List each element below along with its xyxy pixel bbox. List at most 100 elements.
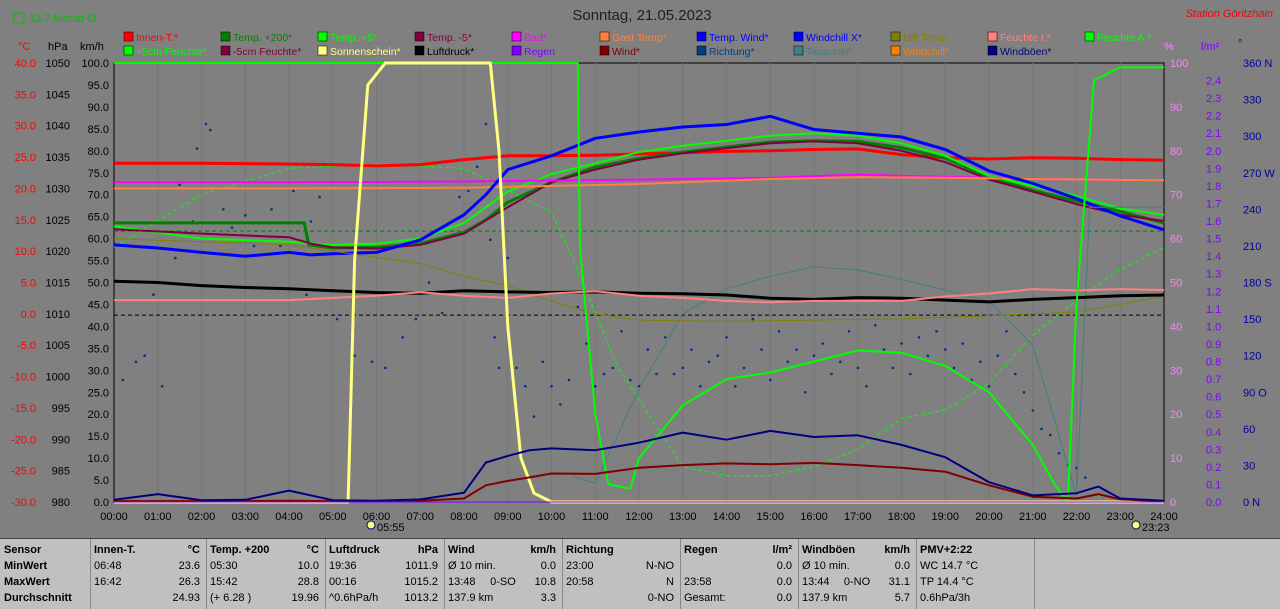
direction-point xyxy=(121,378,125,382)
x-tick-label: 21:00 xyxy=(1019,511,1047,523)
stats-cell-extra: 0-SO xyxy=(490,576,516,588)
direction-point xyxy=(1005,330,1008,333)
x-tick-label: 01:00 xyxy=(144,511,172,523)
direction-point xyxy=(961,342,964,345)
rain-tick-label: 1.3 xyxy=(1206,269,1221,281)
humidity-tick-label: 40 xyxy=(1170,321,1182,333)
humidity-tick-label: 100 xyxy=(1170,58,1188,70)
stats-cell-label: 137.9 km xyxy=(448,592,494,604)
stats-column: Wind km/h Ø 10 min. 0.0 13:48 0-SO 10.8 137.9 k… xyxy=(444,539,563,609)
stats-cell-label: 20:58 xyxy=(566,576,594,588)
direction-point xyxy=(1022,391,1026,394)
direction-point xyxy=(1057,451,1061,455)
stats-cell-label: 05:30 xyxy=(210,560,238,572)
pressure-tick-label: 1050 xyxy=(46,58,70,70)
stats-row: 137.9 km 5.7 xyxy=(798,590,916,606)
stats-row: TP 14.4 °C xyxy=(916,574,1034,590)
direction-point xyxy=(440,311,444,315)
direction-point xyxy=(795,348,798,351)
x-tick-label: 24:00 xyxy=(1150,511,1178,523)
month-avg-icon xyxy=(13,12,25,24)
direction-tick-label: 90 O xyxy=(1243,387,1267,399)
stats-cell-label: Ø 10 min. xyxy=(802,560,850,572)
stats-cell-label: Gesamt: xyxy=(684,592,726,604)
direction-point xyxy=(1075,466,1078,470)
sunrise-marker: 05:55 xyxy=(366,520,405,534)
legend-item: Luftdruck* xyxy=(414,45,474,58)
axis-unit-wind: km/h xyxy=(80,41,104,53)
direction-point xyxy=(672,372,676,376)
legend-label: Windchill X* xyxy=(806,32,862,44)
direction-point xyxy=(567,378,571,382)
stats-column: Temp. +200 °C 05:30 10.0 15:42 28.8 (+ 6.28 ) 1… xyxy=(206,539,326,609)
stats-cell-value: 31.1 xyxy=(888,576,910,588)
legend-swatch xyxy=(511,31,522,42)
stats-cell-value: 1015.2 xyxy=(404,576,438,588)
stats-cell-label: 23:58 xyxy=(684,576,712,588)
rain-tick-label: 0.8 xyxy=(1206,357,1221,369)
direction-point xyxy=(576,305,580,309)
legend-item: Taupunkt* xyxy=(793,45,853,58)
direction-point xyxy=(690,348,693,351)
sunset-marker: 23:23 xyxy=(1131,520,1170,534)
direction-point xyxy=(804,391,807,394)
legend-item: Temp. +5* xyxy=(317,31,378,44)
stats-row: 19:36 1011.9 xyxy=(325,558,444,574)
stats-row: Durchschnitt xyxy=(0,590,90,606)
x-tick-label: 11:00 xyxy=(582,511,609,523)
x-tick-label: 12:00 xyxy=(625,511,653,523)
legend-swatch xyxy=(123,31,134,42)
stats-cell-label: 0.6hPa/3h xyxy=(920,592,971,604)
stats-cell-value: 0.0 xyxy=(540,560,556,572)
pressure-tick-label: 1005 xyxy=(46,340,70,352)
legend-label: Taupunkt* xyxy=(806,46,853,58)
wind-tick-label: 55.0 xyxy=(88,256,109,268)
legend-swatch xyxy=(890,31,901,42)
direction-point xyxy=(401,336,405,339)
legend-swatch xyxy=(696,45,707,56)
direction-point xyxy=(882,348,886,351)
stats-cell-value: 0.0 xyxy=(776,576,792,588)
series-line xyxy=(113,429,1165,502)
direction-point xyxy=(611,366,615,370)
stats-row: 24.93 xyxy=(90,590,206,606)
legend-swatch xyxy=(220,31,231,42)
pressure-tick-label: 980 xyxy=(52,497,70,509)
stats-cell-value: 28.8 xyxy=(297,576,319,588)
temp-tick-label: 0.0 xyxy=(21,309,36,321)
stats-row: 0.6hPa/3h xyxy=(916,590,1034,606)
legend-swatch xyxy=(987,31,998,42)
direction-point xyxy=(204,122,208,126)
direction-point xyxy=(707,360,711,364)
stats-cell-label: 137.9 km xyxy=(802,592,848,604)
stats-cell-label: 15:42 xyxy=(210,576,238,588)
humidity-tick-label: 70 xyxy=(1170,190,1182,202)
axis-unit-temp: °C xyxy=(18,41,30,53)
direction-point xyxy=(134,360,138,364)
direction-point xyxy=(742,366,746,370)
temp-tick-label: -10.0 xyxy=(11,372,36,384)
humidity-tick-label: 20 xyxy=(1170,409,1182,421)
pressure-tick-label: 1015 xyxy=(46,278,70,290)
direction-point xyxy=(550,384,553,388)
pressure-tick-label: 1030 xyxy=(46,183,70,195)
direction-point xyxy=(909,372,912,376)
stats-cell-value: 1013.2 xyxy=(404,592,438,604)
direction-tick-label: 0 N xyxy=(1243,497,1260,509)
stats-cell-label: Ø 10 min. xyxy=(448,560,496,572)
wind-tick-label: 50.0 xyxy=(88,278,109,290)
wind-tick-label: 65.0 xyxy=(88,212,109,224)
temp-tick-label: 25.0 xyxy=(15,152,36,164)
legend-swatch xyxy=(599,45,610,56)
direction-point xyxy=(987,384,991,388)
rain-tick-label: 2.2 xyxy=(1206,111,1221,123)
rain-tick-label: 0.5 xyxy=(1206,409,1221,421)
wind-tick-label: 10.0 xyxy=(88,453,109,465)
wind-tick-label: 35.0 xyxy=(88,343,109,355)
x-tick-label: 15:00 xyxy=(756,511,784,523)
stats-row: 05:30 10.0 xyxy=(206,558,325,574)
stats-header: Richtung xyxy=(562,542,680,558)
direction-point xyxy=(335,317,339,321)
legend-swatch xyxy=(890,45,901,56)
axis-unit-pressure: hPa xyxy=(48,41,68,53)
